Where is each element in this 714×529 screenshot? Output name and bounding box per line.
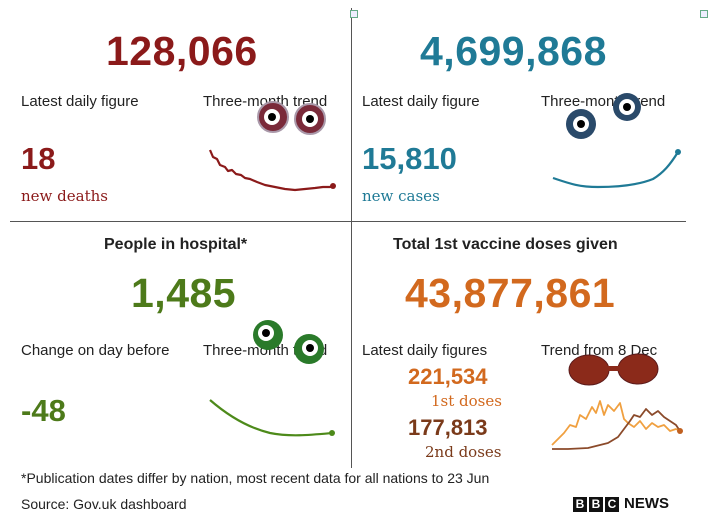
- cases-daily-value: 15,810: [362, 141, 457, 176]
- googly-eye-right: [294, 103, 326, 135]
- hospital-change-value: -48: [21, 393, 66, 428]
- bbc-news-logo: B B C NEWS: [573, 495, 669, 513]
- vaccine-first-dose-line: [551, 400, 681, 446]
- cases-daily-sublabel: new cases: [362, 187, 440, 205]
- vaccine-first-dose-label: 1st doses: [431, 392, 502, 410]
- googly-eye-left: [566, 109, 596, 139]
- bbc-logo-letter: C: [605, 497, 619, 512]
- vaccine-trend-sparkline: [551, 400, 683, 450]
- googly-eye-left: [253, 320, 283, 350]
- deaths-total: 128,066: [106, 28, 258, 74]
- hospital-trend-line: [209, 399, 333, 437]
- deaths-daily-sublabel: new deaths: [21, 187, 108, 205]
- news-wordmark: NEWS: [624, 495, 669, 512]
- hospital-total: 1,485: [131, 270, 237, 316]
- vaccine-second-dose-value: 177,813: [408, 415, 488, 440]
- vaccine-total: 43,877,861: [405, 270, 616, 316]
- sunglasses-decoration: [568, 353, 659, 386]
- vaccine-heading: Total 1st vaccine doses given: [393, 236, 618, 253]
- cases-trend-sparkline: [552, 149, 681, 189]
- hospital-change-label: Change on day before: [21, 342, 170, 359]
- cases-trend-line: [552, 151, 679, 189]
- bbc-logo-letter: B: [589, 497, 603, 512]
- deaths-trend-label: Three-month trend: [203, 93, 328, 110]
- googly-eye-left: [257, 101, 289, 133]
- vaccine-second-dose-label: 2nd doses: [425, 443, 502, 461]
- googly-eye-right: [294, 334, 324, 364]
- hospital-heading: People in hospital*: [104, 236, 248, 253]
- hospital-trend-endpoint: [329, 430, 335, 436]
- deaths-trend-sparkline: [208, 149, 336, 192]
- source-label: Source: Gov.uk dashboard: [21, 496, 187, 512]
- frame-corner-marker: [700, 10, 708, 18]
- vaccine-latest-label: Latest daily figures: [362, 342, 488, 359]
- cases-trend-endpoint: [675, 149, 681, 155]
- cases-latest-label: Latest daily figure: [362, 93, 480, 110]
- deaths-latest-label: Latest daily figure: [21, 93, 139, 110]
- googly-eye-right: [613, 93, 641, 121]
- hospital-trend-sparkline: [209, 399, 335, 437]
- cases-trend-label: Three-month trend: [541, 93, 666, 110]
- vaccine-trend-endpoint: [677, 428, 683, 434]
- footnote: *Publication dates differ by nation, mos…: [21, 470, 490, 486]
- vaccine-first-dose-value: 221,534: [408, 364, 488, 389]
- cases-total: 4,699,868: [420, 28, 607, 74]
- horizontal-divider: [10, 221, 686, 222]
- vaccine-trend-label: Trend from 8 Dec: [541, 342, 658, 359]
- bbc-logo-letter: B: [573, 497, 587, 512]
- deaths-trend-endpoint: [330, 183, 336, 189]
- deaths-trend-line: [208, 149, 334, 192]
- vaccine-second-dose-line: [552, 408, 681, 450]
- frame-corner-marker: [350, 10, 358, 18]
- vertical-divider: [351, 8, 352, 468]
- deaths-daily-value: 18: [21, 141, 56, 176]
